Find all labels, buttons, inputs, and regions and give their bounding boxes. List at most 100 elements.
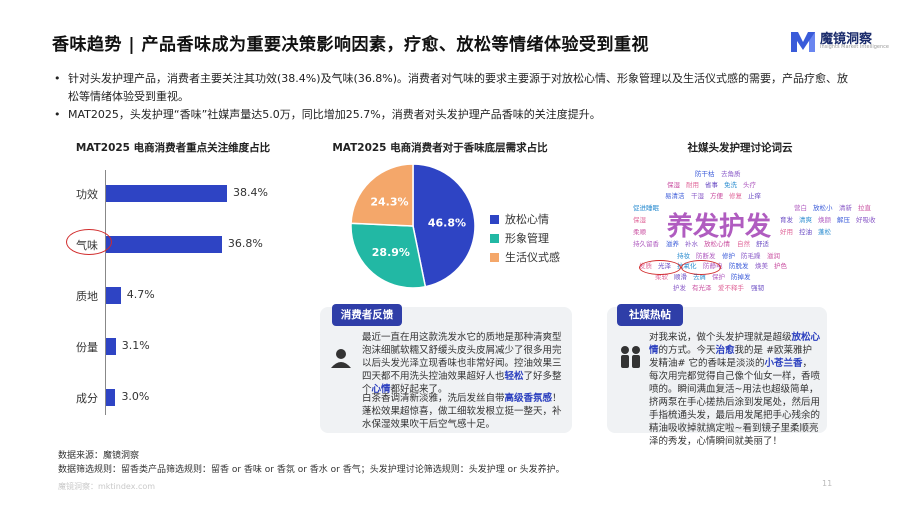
wordcloud-word: 免洗 [724,181,737,189]
highlight-circle [66,229,112,255]
bar [106,389,116,406]
wordcloud-word: 省事 [705,181,718,189]
wordcloud-word: 拉直 [858,204,871,212]
bar-category-label: 功效 [76,188,98,201]
wordcloud-word: 保护 [712,273,725,281]
logo-icon [791,32,815,52]
legend-label: 生活仪式感 [505,251,560,264]
legend-item: 生活仪式感 [490,249,560,265]
legend-swatch [490,215,499,224]
wordcloud-word: 滋养 [666,240,679,248]
wordcloud-word: 护发 [673,284,686,292]
logo-name: 魔镜洞察 [820,32,873,47]
wordcloud-word: 易清洁 [665,192,685,200]
people-icon [621,346,640,368]
wordcloud-word: 方便 [710,192,723,200]
pie-slice [350,163,414,227]
legend-swatch [490,253,499,262]
wordcloud-word: 焕颜 [818,216,831,224]
pie-slice [412,163,476,288]
bullet-1: 针对头发护理产品，消费者主要关注其功效(38.4%)及气味(36.8%)。消费者… [52,70,852,106]
card-header: 社媒热帖 [617,304,683,326]
bar-value-label: 3.1% [121,339,150,352]
wordcloud-title: 社媒头发护理讨论词云 [687,142,793,154]
wordcloud-word: 修护 [722,252,735,260]
bar [106,287,121,304]
bar-chart-title: MAT2025 电商消费者重点关注维度占比 [75,142,271,154]
wordcloud-word: 焕美 [755,262,768,270]
bar-category-label: 成分 [76,392,98,405]
consumer-feedback-card: 消费者反馈 最近一直在用这款洗发水它的质地是那种清爽型泡沫细腻软糯又舒缓头皮头皮… [320,304,572,433]
bar-value-label: 3.0% [121,390,150,403]
wordcloud-word: 持妆 [677,252,690,260]
wordcloud-word: 保湿 [667,181,680,189]
wordcloud-word: 修复 [729,192,742,200]
wordcloud-word: 蓬松 [818,228,831,236]
bar-category-label: 质地 [76,290,98,303]
data-source: 数据来源：魔镜洞察 [58,451,140,461]
wordcloud-word: 头疗 [743,181,756,189]
wordcloud-word: 滋润 [767,252,780,260]
wordcloud-word: 干湿 [691,192,704,200]
social-post-text: 对我来说，做个头发护理就是超级放松心情的方式。今天治愈我的是 #欧莱雅护发精油#… [649,332,821,447]
social-post-card: 社媒热帖 对我来说，做个头发护理就是超级放松心情的方式。今天治愈我的是 #欧莱雅… [607,304,827,447]
wordcloud-word: 防断发 [696,252,716,260]
wordcloud-word: 放松小 [813,204,833,212]
wordcloud-word: 自然 [737,240,750,248]
legend-swatch [490,234,499,243]
wordcloud-word: 清新 [839,204,852,212]
wordcloud-word: 有光泽 [692,284,712,292]
wordcloud-word: 营白 [794,204,807,212]
legend-label: 放松心情 [505,213,549,226]
wordcloud-word: 去角质 [721,170,741,178]
bar [106,338,116,355]
card-header: 消费者反馈 [332,304,402,326]
feedback-text-2: 白茶香调清新淡雅，洗后发丝自带高级香氛感！蓬松效果超惊喜，做工细软发根立挺一整天… [362,393,562,430]
legend-item: 放松心情 [490,211,549,227]
pie-chart: 46.8% 28.9% 24.3% [350,163,476,289]
wordcloud-word: 强韧 [751,284,764,292]
bar-value-label: 4.7% [126,288,155,301]
wordcloud-word: 防脱发 [729,262,749,270]
wordcloud-word: 顺滑 [674,273,687,281]
pie-chart-title: MAT2025 电商消费者对于香味底层需求占比 [332,142,548,154]
user-icon [331,349,351,368]
summary-bullets: 针对头发护理产品，消费者主要关注其功效(38.4%)及气味(36.8%)。消费者… [52,70,852,124]
wordcloud-word: 保湿 [633,216,646,224]
bar-chart-axis [105,170,106,415]
highlight-circle-wc1 [639,260,681,275]
wordcloud-word: 好吸收 [856,216,876,224]
wordcloud-word: 防干枯 [695,170,715,178]
bar [106,236,222,253]
website: 魔镜洞察：mktindex.com [58,482,156,491]
wordcloud-word: 耐用 [686,181,699,189]
feedback-text-1: 最近一直在用这款洗发水它的质地是那种清爽型泡沫细腻软糯又舒缓头皮头皮屑减少了很多… [362,332,562,395]
wordcloud-word: 育发 [780,216,793,224]
pie-value-label: 28.9% [372,246,410,259]
wordcloud-main-word: 养发护发 [667,212,772,242]
wordcloud-word: 爱不释手 [718,284,744,292]
page-title: 香味趋势 | 产品香味成为重要决策影响因素，疗愈、放松等情绪体验受到重视 [52,35,650,55]
wordcloud-word: 护色 [774,262,787,270]
pie-value-label: 24.3% [370,195,408,208]
wordcloud-word: 止痒 [748,192,761,200]
wordcloud-word: 柔顺 [633,228,646,236]
wordcloud-word: 防掉发 [731,273,751,281]
highlight-circle-wc2 [681,260,721,275]
logo-subtitle: Insights Market Intelligence [820,44,890,50]
filter-rule: 数据筛选规则：留香类产品筛选规则：留香 or 香味 or 香氛 or 香水 or… [58,465,565,475]
bullet-2: MAT2025，头发护理“香味”社媒声量达5.0万，同比增加25.7%，消费者对… [52,106,852,124]
wordcloud-word: 去屑 [693,273,706,281]
wordcloud-word: 持久留香 [633,240,659,248]
wordcloud-word: 促进睡眠 [633,204,659,212]
bar-value-label: 36.8% [227,237,263,250]
bar-value-label: 38.4% [232,186,268,199]
legend-label: 形象管理 [505,232,549,245]
wordcloud-word: 舒适 [756,240,769,248]
bar [106,185,227,202]
wordcloud-word: 解压 [837,216,850,224]
wordcloud-word: 防毛躁 [741,252,761,260]
pie-value-label: 46.8% [428,217,466,230]
wordcloud-word: 好用 [780,228,793,236]
wordcloud-word: 柔软 [655,273,668,281]
